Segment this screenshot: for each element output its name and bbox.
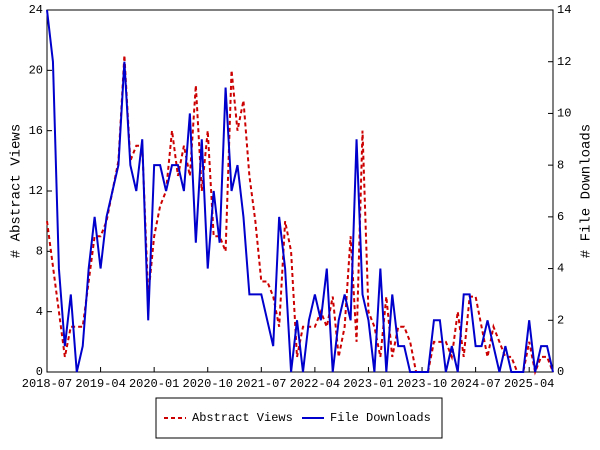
x-tick-label: 2019-04 bbox=[75, 377, 125, 391]
x-tick-label: 2020-01 bbox=[129, 377, 179, 391]
legend-label: File Downloads bbox=[330, 411, 431, 425]
y-tick-label: 4 bbox=[36, 305, 43, 319]
y2-tick-label: 12 bbox=[557, 55, 571, 69]
x-tick-label: 2024-07 bbox=[450, 377, 500, 391]
x-tick-label: 2022-04 bbox=[290, 377, 340, 391]
y2-tick-label: 14 bbox=[557, 3, 571, 17]
y2-tick-label: 6 bbox=[557, 210, 564, 224]
y-tick-label: 8 bbox=[36, 245, 43, 259]
y2-tick-label: 10 bbox=[557, 107, 571, 121]
x-tick-label: 2020-10 bbox=[183, 377, 233, 391]
y-tick-label: 24 bbox=[29, 3, 43, 17]
legend-box bbox=[155, 397, 443, 439]
data-line bbox=[46, 9, 554, 373]
y-tick-label: 0 bbox=[36, 365, 43, 379]
x-tick-label: 2025-04 bbox=[504, 377, 554, 391]
y2-tick-label: 8 bbox=[557, 158, 564, 172]
x-tick-label: 2021-07 bbox=[236, 377, 286, 391]
y-tick-label: 20 bbox=[29, 64, 43, 78]
y2-tick-label: 2 bbox=[557, 313, 564, 327]
y2-tick-label: 4 bbox=[557, 262, 564, 276]
y-tick-label: 12 bbox=[29, 184, 43, 198]
y-tick-label: 16 bbox=[29, 124, 43, 138]
y-axis-label: # Abstract Views bbox=[9, 124, 25, 258]
x-tick-label: 2023-10 bbox=[397, 377, 447, 391]
y2-tick-label: 0 bbox=[557, 365, 564, 379]
y2-axis-label: # File Downloads bbox=[579, 124, 595, 258]
x-tick-label: 2023-01 bbox=[343, 377, 393, 391]
x-tick-label: 2018-07 bbox=[22, 377, 72, 391]
legend-label: Abstract Views bbox=[192, 411, 293, 425]
